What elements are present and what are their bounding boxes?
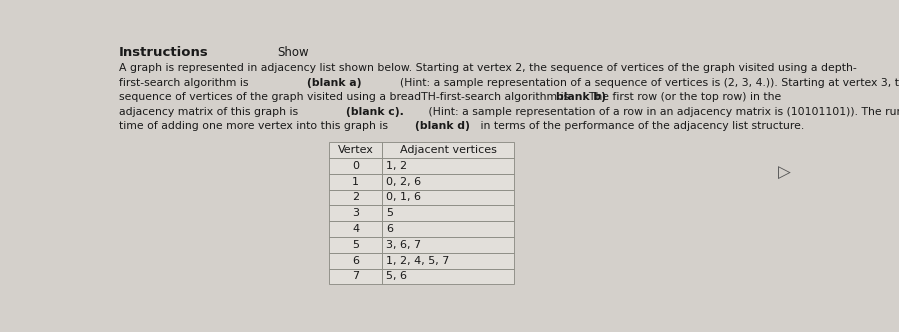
- Text: 4: 4: [352, 224, 360, 234]
- Bar: [382, 221, 514, 237]
- Text: (blank c).: (blank c).: [346, 107, 404, 117]
- Text: (blank d): (blank d): [415, 122, 470, 131]
- Bar: [382, 206, 514, 221]
- Text: 0, 2, 6: 0, 2, 6: [386, 177, 421, 187]
- Text: 5, 6: 5, 6: [386, 272, 407, 282]
- Text: (Hint: a sample representation of a row in an adjacency matrix is (10101101)). T: (Hint: a sample representation of a row …: [425, 107, 899, 117]
- Text: 5: 5: [386, 208, 393, 218]
- Text: Vertex: Vertex: [338, 145, 374, 155]
- Text: first-search algorithm is: first-search algorithm is: [119, 78, 252, 88]
- Bar: [329, 237, 382, 253]
- Text: 1: 1: [352, 177, 360, 187]
- Bar: [329, 221, 382, 237]
- Text: 1, 2, 4, 5, 7: 1, 2, 4, 5, 7: [386, 256, 450, 266]
- Text: 2: 2: [352, 193, 360, 203]
- Text: in terms of the performance of the adjacency list structure.: in terms of the performance of the adjac…: [476, 122, 804, 131]
- Text: Adjacent vertices: Adjacent vertices: [399, 145, 496, 155]
- Bar: [329, 206, 382, 221]
- Bar: [382, 174, 514, 190]
- Bar: [382, 142, 514, 158]
- Bar: [329, 142, 382, 158]
- Text: blank b): blank b): [556, 92, 606, 102]
- Bar: [329, 253, 382, 269]
- Bar: [382, 269, 514, 284]
- Text: A graph is represented in adjacency list shown below. Starting at vertex 2, the : A graph is represented in adjacency list…: [119, 63, 857, 73]
- Text: 3: 3: [352, 208, 360, 218]
- Text: . The first row (or the top row) in the: . The first row (or the top row) in the: [582, 92, 781, 102]
- Text: 6: 6: [352, 256, 360, 266]
- Text: 5: 5: [352, 240, 360, 250]
- Text: (blank a): (blank a): [307, 78, 361, 88]
- Text: 6: 6: [386, 224, 393, 234]
- Text: Show: Show: [278, 46, 309, 59]
- Text: 7: 7: [352, 272, 360, 282]
- Bar: [329, 158, 382, 174]
- Text: adjacency matrix of this graph is: adjacency matrix of this graph is: [119, 107, 301, 117]
- Bar: [382, 253, 514, 269]
- Bar: [382, 190, 514, 206]
- Bar: [329, 174, 382, 190]
- Text: ▷: ▷: [778, 164, 790, 182]
- Text: 0: 0: [352, 161, 360, 171]
- Bar: [382, 237, 514, 253]
- Text: 0, 1, 6: 0, 1, 6: [386, 193, 421, 203]
- Bar: [329, 190, 382, 206]
- Bar: [382, 158, 514, 174]
- Bar: [329, 269, 382, 284]
- Text: (Hint: a sample representation of a sequence of vertices is (2, 3, 4.)). Startin: (Hint: a sample representation of a sequ…: [393, 78, 899, 88]
- Text: Instructions: Instructions: [119, 46, 209, 59]
- Text: 1, 2: 1, 2: [386, 161, 407, 171]
- Text: 3, 6, 7: 3, 6, 7: [386, 240, 421, 250]
- Text: sequence of vertices of the graph visited using a breadTH-first-search algorithm: sequence of vertices of the graph visite…: [119, 92, 573, 102]
- Text: time of adding one more vertex into this graph is: time of adding one more vertex into this…: [119, 122, 391, 131]
